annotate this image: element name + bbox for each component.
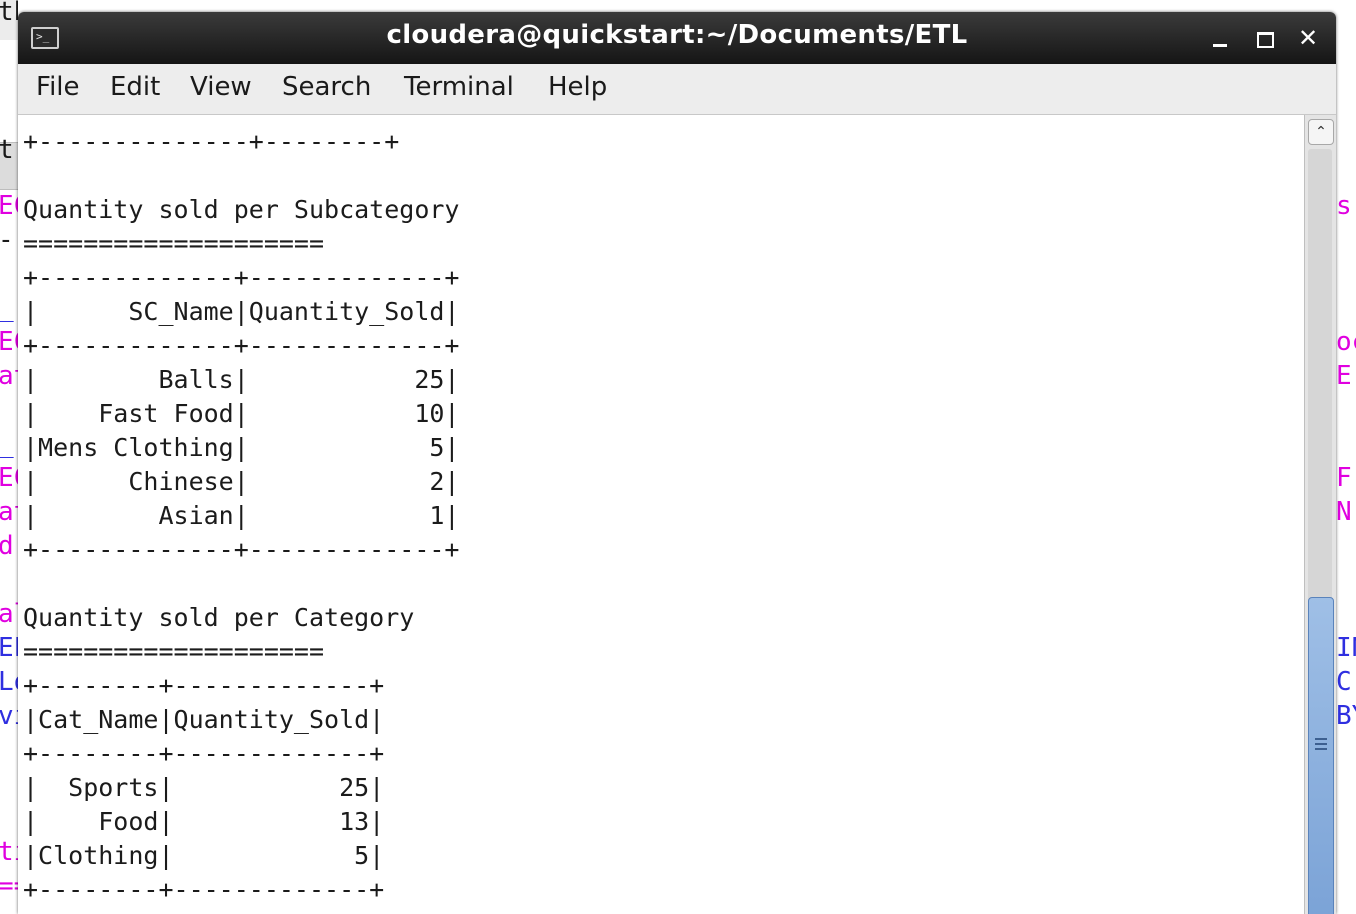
background-text-fragment: t — [0, 135, 14, 165]
terminal-line: | Food| 13| — [23, 807, 385, 836]
background-text-fragment: at — [0, 497, 18, 527]
terminal-line: |Mens Clothing| 5| — [23, 433, 460, 462]
terminal-line: |Cat_Name|Quantity_Sold| — [23, 705, 385, 734]
terminal-line: +-------------+-------------+ — [23, 331, 460, 360]
background-text-fragment: oc — [1336, 327, 1356, 357]
background-text-fragment: EC — [0, 463, 18, 493]
terminal-line: ==================== — [23, 229, 325, 258]
background-text-fragment: C — [1336, 667, 1352, 697]
background-text-fragment: N — [1336, 497, 1352, 527]
background-text-fragment: s — [1336, 191, 1352, 221]
background-text-fragment: al — [0, 599, 18, 629]
background-text-fragment: IN — [1336, 633, 1356, 663]
terminal-line: +--------+-------------+ — [23, 875, 385, 904]
menu-file[interactable]: File — [36, 72, 80, 102]
terminal-line: +-------------+-------------+ — [23, 263, 460, 292]
background-text-fragment: d — [0, 531, 14, 561]
terminal-line: +--------------+--------+ — [23, 127, 400, 156]
chevron-up-icon: ⌃ — [1315, 124, 1327, 140]
terminal-line: +--------+-------------+ — [23, 671, 385, 700]
menu-search[interactable]: Search — [282, 72, 372, 102]
background-text-fragment: EL — [0, 633, 18, 663]
scroll-thumb[interactable] — [1308, 597, 1334, 914]
background-text-fragment: E — [1336, 361, 1352, 391]
window-title: cloudera@quickstart:~/Documents/ETL — [386, 20, 968, 50]
background-text-fragment: _ — [0, 291, 14, 325]
grip-line — [1315, 748, 1327, 750]
terminal-line: +-------------+-------------+ — [23, 535, 460, 564]
menu-bar: File Edit View Search Terminal Help — [18, 64, 1336, 115]
terminal-line: | Asian| 1| — [23, 501, 460, 530]
background-window-left-edge: thtEC-_ECat_ECatdalELLoviti== — [0, 0, 18, 914]
background-text-fragment: EC — [0, 191, 18, 221]
maximize-button[interactable] — [1249, 22, 1279, 54]
minimize-icon — [1213, 44, 1227, 47]
terminal-line: | Balls| 25| — [23, 365, 460, 394]
background-text-fragment: at — [0, 361, 18, 391]
menu-terminal[interactable]: Terminal — [404, 72, 514, 102]
terminal-line: | SC_Name|Quantity_Sold| — [23, 297, 460, 326]
background-text-fragment: _ — [0, 427, 14, 461]
background-text-fragment: == — [0, 871, 18, 901]
grip-line — [1315, 743, 1327, 745]
grip-line — [1315, 738, 1327, 740]
background-text-fragment: BY — [1336, 701, 1356, 731]
background-text-fragment: - — [0, 223, 14, 257]
background-text-fragment: F — [1336, 463, 1352, 493]
vertical-scrollbar[interactable]: ⌃ — [1304, 115, 1336, 914]
terminal-line: |Clothing| 5| — [23, 841, 385, 870]
scroll-up-button[interactable]: ⌃ — [1308, 119, 1334, 145]
title-bar[interactable]: >_ cloudera@quickstart:~/Documents/ETL ✕ — [18, 12, 1336, 64]
terminal-line: +--------+-------------+ — [23, 739, 385, 768]
menu-view[interactable]: View — [190, 72, 252, 102]
close-icon: ✕ — [1297, 24, 1319, 52]
maximize-icon — [1257, 32, 1274, 48]
terminal-window: >_ cloudera@quickstart:~/Documents/ETL ✕… — [18, 12, 1336, 914]
terminal-line: Quantity sold per Category — [23, 603, 415, 632]
minimize-button[interactable] — [1205, 22, 1235, 54]
terminal-line: | Chinese| 2| — [23, 467, 460, 496]
background-tabbar-left — [0, 142, 18, 190]
terminal-line: Quantity sold per Subcategory — [23, 195, 460, 224]
background-toolbar-left — [0, 0, 18, 40]
terminal-output[interactable]: +--------------+--------+ Quantity sold p… — [18, 115, 1304, 914]
background-text-fragment: vi — [0, 701, 18, 731]
close-button[interactable]: ✕ — [1293, 22, 1323, 54]
background-text-fragment: ti — [0, 837, 18, 867]
menu-help[interactable]: Help — [548, 72, 608, 102]
background-text-fragment: th — [0, 0, 18, 27]
terminal-line: | Fast Food| 10| — [23, 399, 460, 428]
background-text-fragment: EC — [0, 327, 18, 357]
menu-edit[interactable]: Edit — [110, 72, 161, 102]
background-window-right-edge: s oc E FN IN C BY — [1336, 0, 1356, 914]
terminal-line: | Sports| 25| — [23, 773, 385, 802]
terminal-line: ==================== — [23, 637, 325, 666]
background-text-fragment: Lo — [0, 667, 18, 697]
terminal-icon: >_ — [31, 27, 59, 49]
